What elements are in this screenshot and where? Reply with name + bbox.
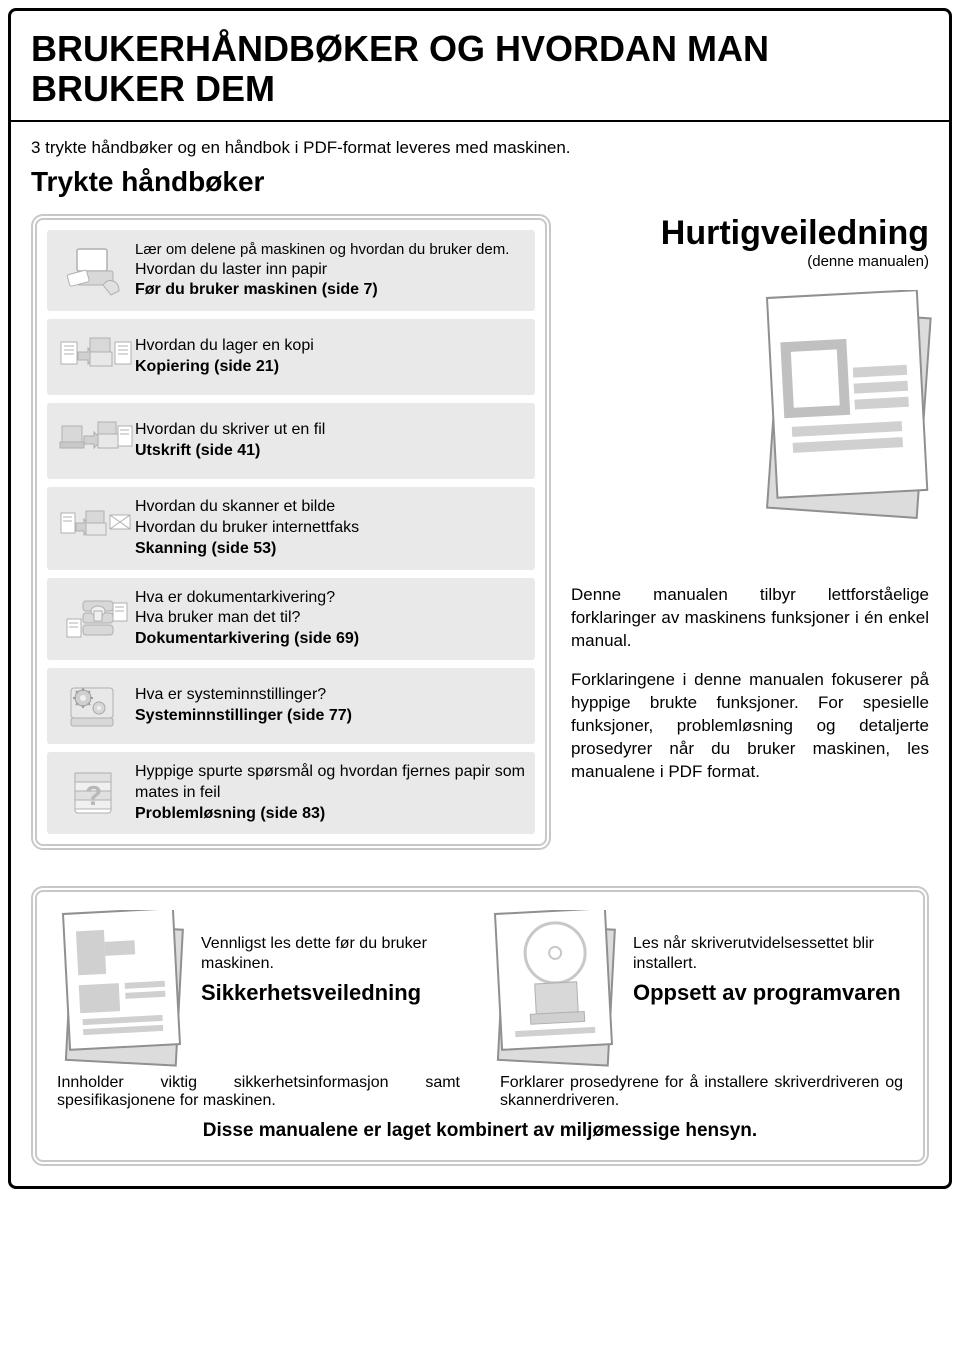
lower-left-cell: Vennligst les dette før du bruker maskin…: [57, 910, 471, 1060]
safety-manual-icon: [57, 910, 187, 1060]
scan-flow-icon: [57, 500, 135, 556]
right-para2: Forklaringene i denne manualen fokuserer…: [571, 669, 929, 784]
card-line: Hvordan du skriver ut en fil: [135, 420, 525, 441]
lower-right-text: Les når skriverutvidelsessettet blir ins…: [633, 910, 903, 1005]
left-column: Lær om delene på maskinen og hvordan du …: [31, 214, 551, 850]
manual-thumbnail-icon: [749, 290, 929, 520]
card-settings: Hva er systeminnstillinger? Systeminnsti…: [47, 668, 535, 744]
archive-icon: [57, 591, 135, 647]
lower-right-cell: Les når skriverutvidelsessettet blir ins…: [489, 910, 903, 1060]
card-line: Hvordan du lager en kopi: [135, 336, 525, 357]
bottom-note: Disse manualene er laget kombinert av mi…: [57, 1120, 903, 1142]
card-bold: Før du bruker maskinen (side 7): [135, 281, 378, 298]
lower-heading: Oppsett av programvaren: [633, 981, 903, 1005]
card-text: Hva er dokumentarkivering? Hva bruker ma…: [135, 588, 525, 650]
card-print: Hvordan du skriver ut en fil Utskrift (s…: [47, 403, 535, 479]
cards-panel: Lær om delene på maskinen og hvordan du …: [31, 214, 551, 850]
card-bold: Skanning (side 53): [135, 540, 276, 557]
faq-icon: ?: [57, 765, 135, 821]
lower-row: Vennligst les dette før du bruker maskin…: [57, 910, 903, 1060]
copy-flow-icon: [57, 329, 135, 385]
card-bold: Dokumentarkivering (side 69): [135, 630, 359, 647]
card-archive: Hva er dokumentarkivering? Hva bruker ma…: [47, 578, 535, 660]
card-line: Hva er dokumentarkivering?: [135, 588, 525, 609]
subheading: Trykte håndbøker: [31, 166, 929, 198]
card-line: Hvordan du laster inn papir: [135, 260, 525, 281]
page-frame: BRUKERHÅNDBØKER OG HVORDAN MAN BRUKER DE…: [8, 8, 952, 1189]
card-bold: Problemløsning (side 83): [135, 805, 325, 822]
card-line: Hva bruker man det til?: [135, 608, 525, 629]
right-column: Hurtigveiledning (denne manualen): [571, 214, 929, 850]
card-before-use: Lær om delene på maskinen og hvordan du …: [47, 230, 535, 311]
card-bold: Kopiering (side 21): [135, 358, 279, 375]
card-line: Hva er systeminnstillinger?: [135, 685, 525, 706]
card-text: Hvordan du skanner et bilde Hvordan du b…: [135, 497, 525, 559]
card-scan: Hvordan du skanner et bilde Hvordan du b…: [47, 487, 535, 569]
content-area: 3 trykte håndbøker og en håndbok i PDF-f…: [11, 122, 949, 1186]
header: BRUKERHÅNDBØKER OG HVORDAN MAN BRUKER DE…: [11, 11, 949, 122]
card-bold: Utskrift (side 41): [135, 442, 260, 459]
card-line: Hyppige spurte spørsmål og hvordan fjern…: [135, 762, 525, 804]
print-flow-icon: [57, 413, 135, 469]
card-text: Hva er systeminnstillinger? Systeminnsti…: [135, 685, 525, 727]
lower-pre: Les når skriverutvidelsessettet blir ins…: [633, 934, 903, 972]
intro-text: 3 trykte håndbøker og en håndbok i PDF-f…: [31, 138, 929, 158]
card-faq: ? Hyppige spurte spørsmål og hvordan fje…: [47, 752, 535, 834]
hurtig-title: Hurtigveiledning: [571, 214, 929, 253]
lower-left-desc: Innholder viktig sikkerhetsinformasjon s…: [57, 1074, 460, 1110]
lower-left-text: Vennligst les dette før du bruker maskin…: [201, 910, 471, 1005]
card-bold: Systeminnstillinger (side 77): [135, 707, 352, 724]
right-para1: Denne manualen tilbyr lettforståelige fo…: [571, 584, 929, 653]
card-text: Hvordan du lager en kopi Kopiering (side…: [135, 336, 525, 378]
card-text: Lær om delene på maskinen og hvordan du …: [135, 240, 525, 301]
lower-desc-row: Innholder viktig sikkerhetsinformasjon s…: [57, 1074, 903, 1110]
main-row: Lær om delene på maskinen og hvordan du …: [31, 214, 929, 850]
printer-hand-icon: [57, 243, 135, 299]
card-text: Hvordan du skriver ut en fil Utskrift (s…: [135, 420, 525, 462]
page-title: BRUKERHÅNDBØKER OG HVORDAN MAN BRUKER DE…: [31, 29, 929, 108]
lower-heading: Sikkerhetsveiledning: [201, 981, 471, 1005]
hurtig-subtitle: (denne manualen): [571, 253, 929, 270]
lower-right-desc: Forklarer prosedyrene for å installere s…: [500, 1074, 903, 1110]
lower-pre: Vennligst les dette før du bruker maskin…: [201, 934, 471, 972]
svg-text:?: ?: [85, 780, 102, 811]
card-line: Hvordan du skanner et bilde: [135, 497, 525, 518]
right-body: Denne manualen tilbyr lettforståelige fo…: [571, 584, 929, 784]
settings-icon: [57, 678, 135, 734]
card-line: Hvordan du bruker internettfaks: [135, 518, 525, 539]
card-text: Hyppige spurte spørsmål og hvordan fjern…: [135, 762, 525, 824]
card-line: Lær om delene på maskinen og hvordan du …: [135, 240, 525, 260]
software-manual-icon: [489, 910, 619, 1060]
card-copy: Hvordan du lager en kopi Kopiering (side…: [47, 319, 535, 395]
lower-panel: Vennligst les dette før du bruker maskin…: [31, 886, 929, 1166]
